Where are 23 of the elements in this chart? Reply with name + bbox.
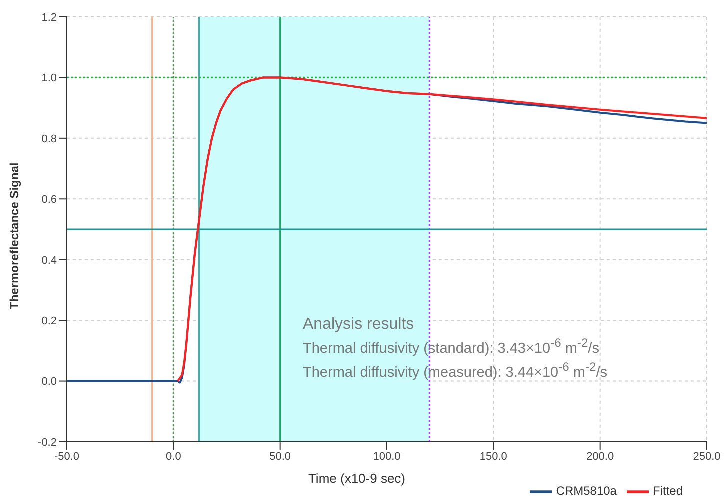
y-tick-label: 0.8 [42, 133, 57, 146]
y-tick-label: 1.2 [42, 12, 57, 24]
x-axis-title: Time (x10-9 sec) [308, 471, 406, 486]
x-tick-label: 250.0 [693, 450, 721, 463]
annotation: Analysis results [303, 316, 416, 334]
y-tick-label: 0.6 [42, 194, 57, 206]
y-tick-label: 0.0 [42, 376, 57, 388]
x-tick-label: 200.0 [586, 450, 614, 463]
legend-label: CRM5810a [556, 484, 617, 498]
annotation: Thermal diffusivity (measured): 3.44×10$^{-6}$ m$^{-2}$/s [303, 358, 608, 382]
x-tick-label: 150.0 [480, 450, 508, 463]
line-series [176, 76, 707, 382]
x-tick-label: 50.0 [270, 450, 292, 463]
x-tick-label: 0.0 [166, 450, 182, 463]
y-tick-label: -0.2 [38, 436, 57, 449]
y-tick-label: 0.2 [42, 315, 57, 328]
y-tick-label: 1.0 [42, 72, 57, 85]
y-axis-title: Thermoreflectance Signal [7, 162, 22, 310]
x-tick-label: 100.0 [373, 450, 401, 463]
y-tick-label: 0.4 [42, 254, 57, 267]
x-tick-label: -50.0 [54, 450, 80, 463]
legend-label: Fitted [652, 484, 683, 498]
annotation: Thermal diffusivity (standard): 3.43×10$^{-6}$ m$^{-2}$/s [303, 335, 600, 358]
